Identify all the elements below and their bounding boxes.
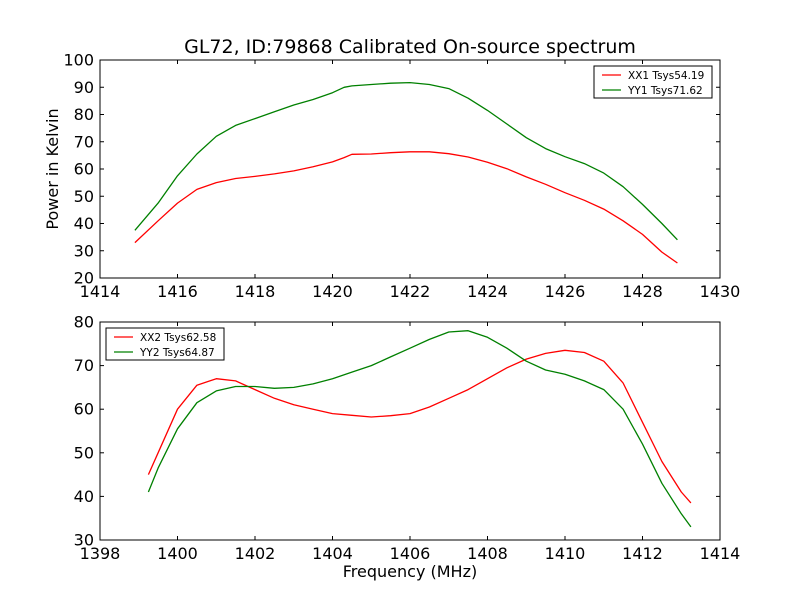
x-tick-label: 1400	[157, 544, 198, 563]
x-tick-label: 1430	[700, 282, 741, 301]
chart-panels: 1414 1416 1418 1420 1422 1424 1426 1428 1430 20 30…	[63, 51, 740, 564]
y-tick-label: 30	[74, 241, 94, 260]
x-tick-label: 1414	[700, 544, 741, 563]
x-tick-label: 1428	[622, 282, 663, 301]
y-tick-label: 60	[74, 160, 94, 179]
x-tick-label: 1424	[467, 282, 508, 301]
series-line-1-1	[134, 151, 678, 264]
y-tick-label: 80	[74, 105, 94, 124]
legend-label: XX2 Tsys62.58	[140, 332, 216, 344]
legend-label: YY1 Tsys71.62	[627, 85, 703, 97]
x-tick-label: 1408	[467, 544, 508, 563]
x-tick-label: 1418	[235, 282, 276, 301]
y-tick-label: 40	[74, 487, 94, 506]
x-tick-label: 1402	[235, 544, 276, 563]
legend-box	[105, 327, 225, 361]
legend-label: YY2 Tsys64.87	[139, 347, 215, 359]
x-axis-title: Frequency (MHz)	[343, 562, 477, 581]
x-tick-label: 1410	[545, 544, 586, 563]
y-axis-title: Power in Kelvin	[43, 108, 62, 229]
x-tick-label: 1406	[390, 544, 431, 563]
x-tick-label: 1412	[622, 544, 663, 563]
y-tick-label: 30	[74, 531, 94, 550]
y-tick-label: 50	[74, 187, 94, 206]
y-tick-label: 60	[74, 400, 94, 419]
legend-1: XX1 Tsys54.19 YY1 Tsys71.62	[593, 65, 713, 99]
x-tick-label: 1426	[545, 282, 586, 301]
y-tick-label: 80	[74, 313, 94, 332]
y-tick-label: 90	[74, 78, 94, 97]
y-tick-label: 70	[74, 356, 94, 375]
legend-2: XX2 Tsys62.58 YY2 Tsys64.87	[105, 327, 225, 361]
x-tick-label: 1420	[312, 282, 353, 301]
legend-label: XX1 Tsys54.19	[628, 70, 704, 82]
y-tick-label: 70	[74, 132, 94, 151]
series-line-2-2	[147, 330, 692, 528]
x-tick-label: 1398	[80, 544, 121, 563]
chart-title: GL72, ID:79868 Calibrated On-source spec…	[184, 36, 636, 58]
panel-1: 1414 1416 1418 1420 1422 1424 1426 1428 1430 20 30…	[63, 51, 740, 302]
x-tick-label: 1422	[390, 282, 431, 301]
series-line-1-2	[134, 81, 678, 241]
series-line-2-1	[147, 349, 692, 504]
x-tick-label: 1416	[157, 282, 198, 301]
x-tick-label: 1404	[312, 544, 353, 563]
legend-box	[593, 65, 713, 99]
y-tick-label: 50	[74, 443, 94, 462]
y-tick-label: 40	[74, 214, 94, 233]
panel-2: 1398 1400 1402 1404 1406 1408 1410 1412 1414 30 40…	[74, 313, 741, 564]
y-tick-label: 100	[63, 51, 94, 70]
x-tick-label: 1414	[80, 282, 121, 301]
y-tick-label: 20	[74, 269, 94, 288]
